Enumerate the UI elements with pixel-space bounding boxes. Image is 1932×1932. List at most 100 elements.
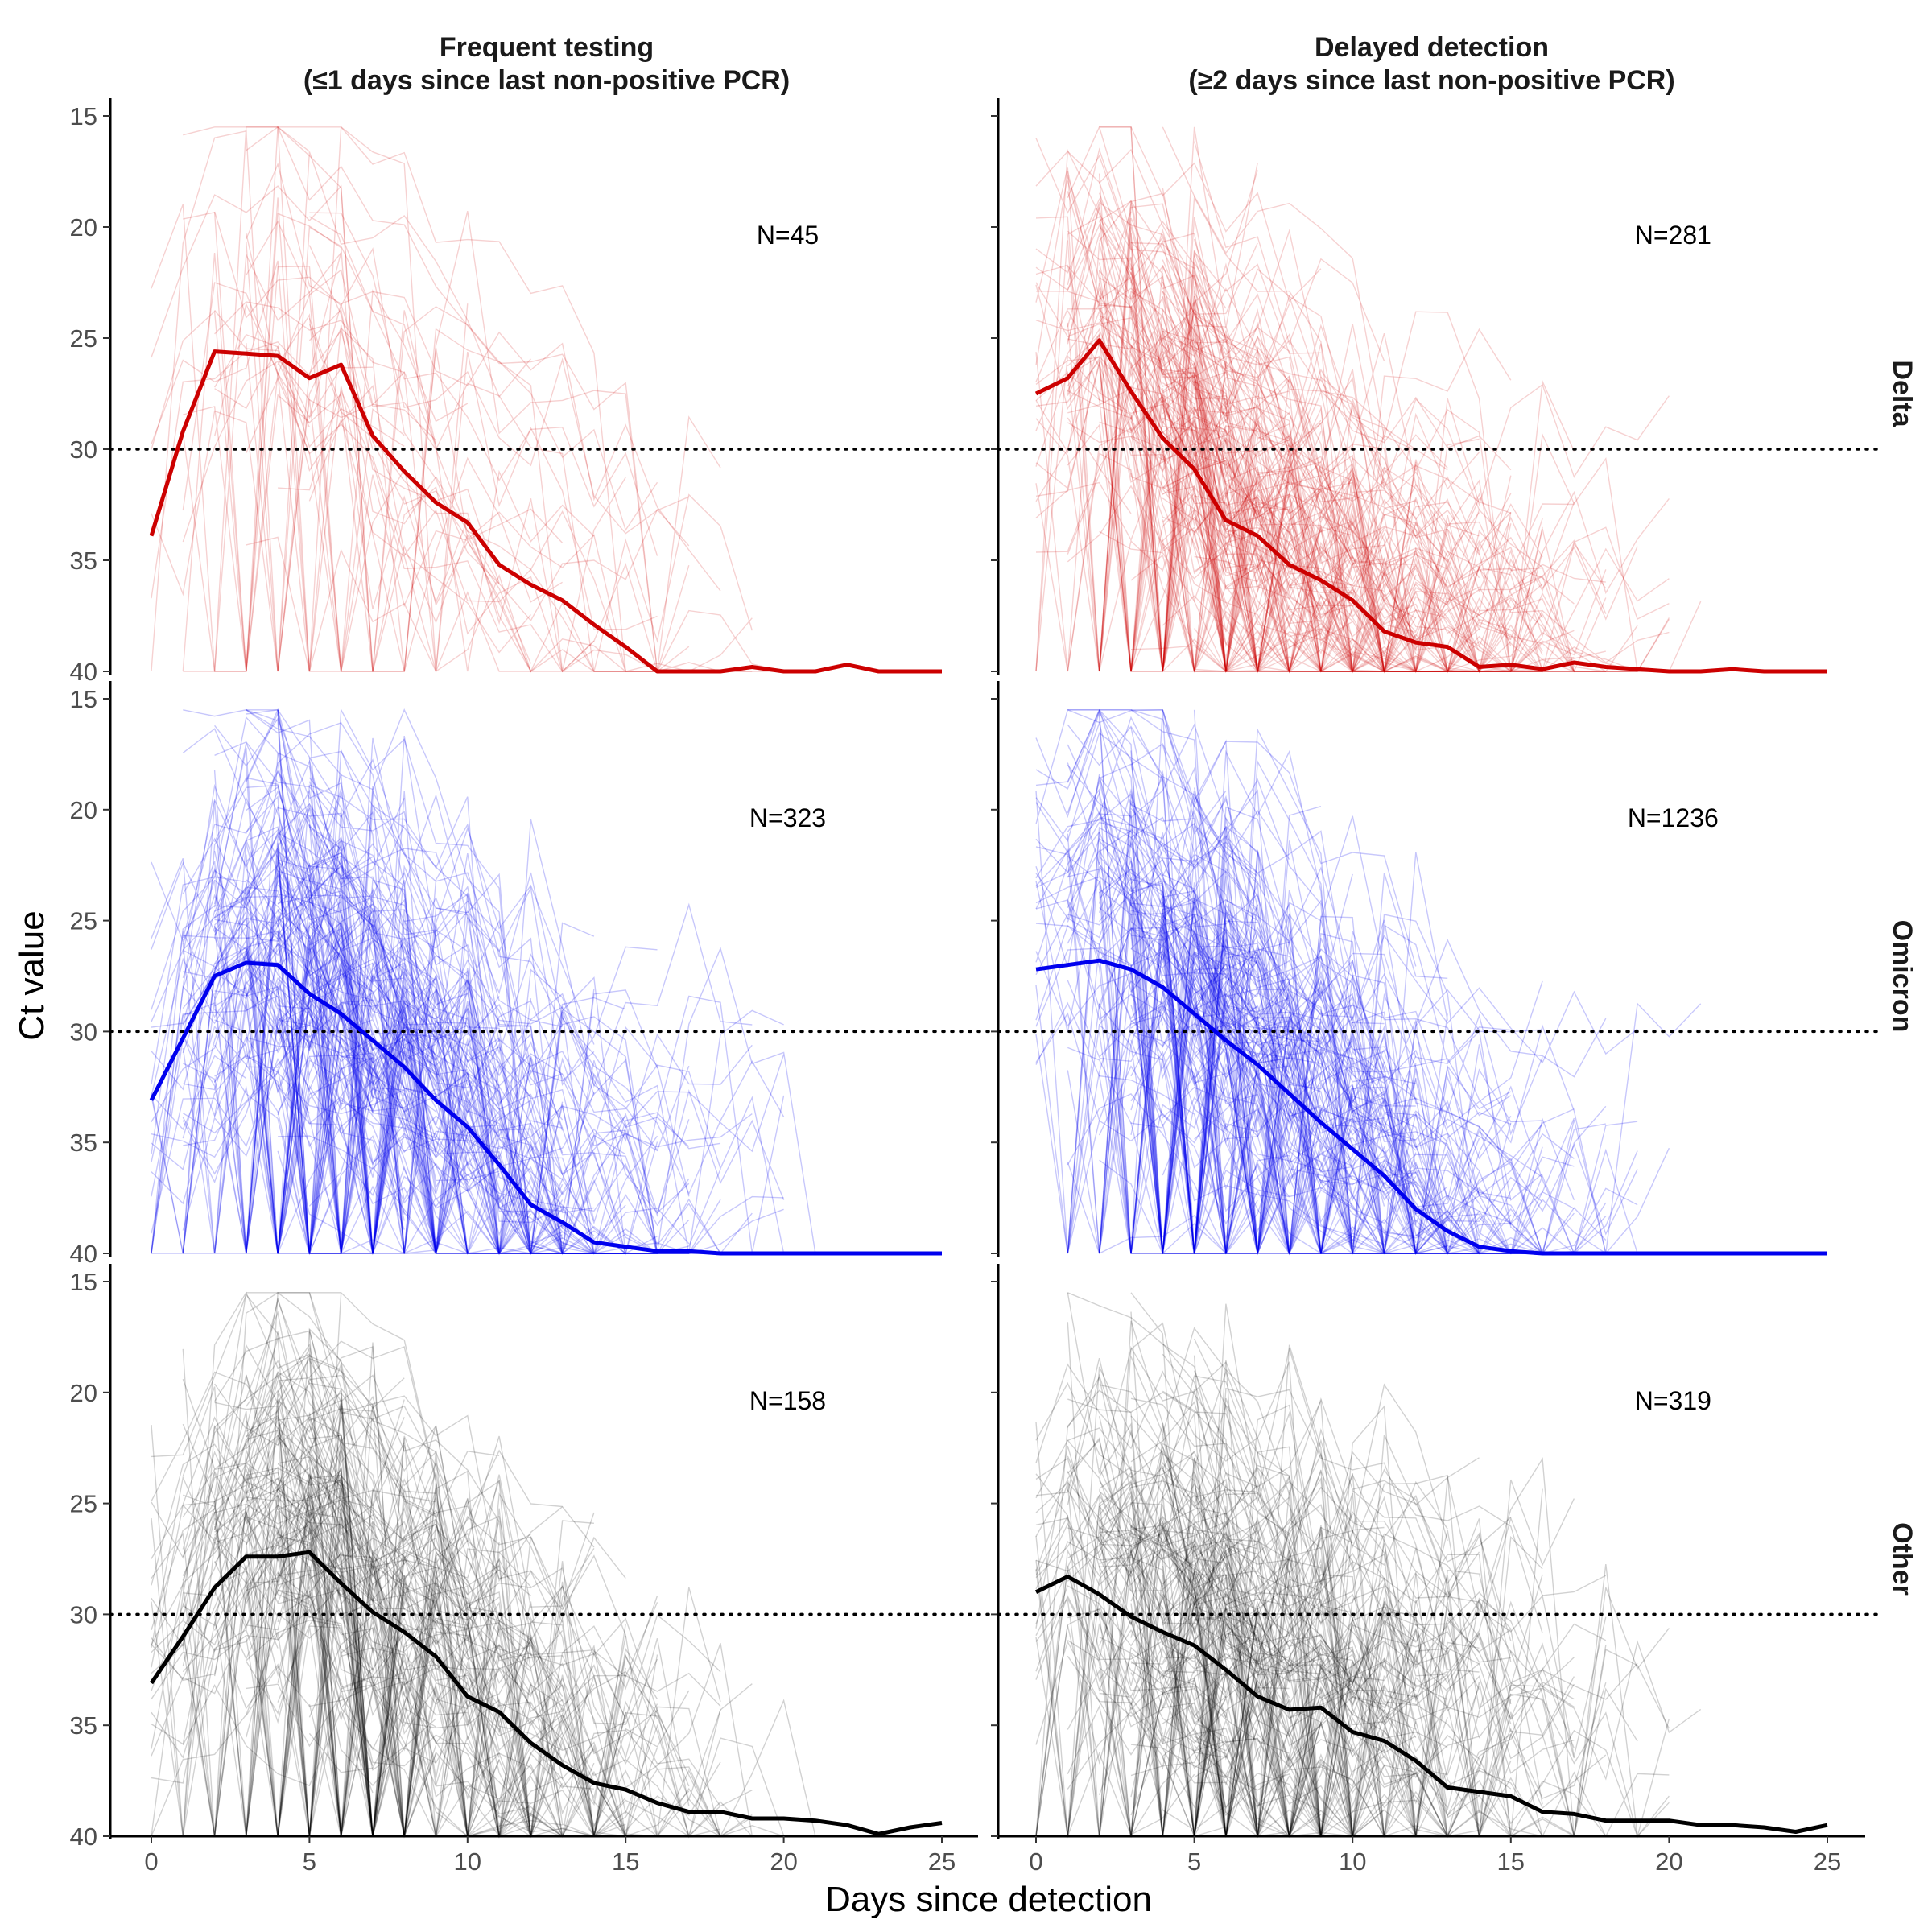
trajectory-line — [1067, 1085, 1543, 1254]
trajectory-line — [1098, 1706, 1290, 1837]
trajectory-line — [1099, 1543, 1195, 1623]
trajectory-line — [1035, 308, 1163, 423]
trajectory-line — [1194, 394, 1543, 672]
trajectory-line — [277, 836, 564, 1121]
trajectory-line — [1035, 848, 1195, 991]
trajectory-line — [277, 832, 785, 1254]
trajectory-line — [1162, 450, 1670, 673]
trajectory-line — [246, 1343, 532, 1837]
trajectory-line — [1130, 899, 1448, 1256]
trajectory-line — [1098, 192, 1258, 315]
trajectory-line — [1130, 709, 1417, 967]
row-strip-label-other: Other — [1887, 1522, 1918, 1596]
trajectory-line — [1035, 271, 1385, 672]
trajectory-line — [1067, 256, 1353, 672]
trajectory-line — [1067, 1704, 1195, 1835]
trajectory-line — [246, 1492, 500, 1837]
trajectory-line — [308, 758, 437, 930]
trajectory-line — [1035, 1366, 1512, 1837]
trajectory-line — [213, 1589, 721, 1837]
trajectory-line — [182, 944, 658, 1254]
trajectory-line — [277, 1558, 753, 1837]
trajectory-line — [1098, 709, 1195, 822]
trajectory-line — [214, 1009, 405, 1254]
trajectory-line — [1130, 948, 1512, 1254]
trajectory-line — [1130, 305, 1575, 672]
trajectory-line — [1035, 1457, 1448, 1837]
trajectory-line — [213, 777, 658, 1254]
trajectory-line — [1162, 945, 1638, 1254]
trajectory-line — [183, 1374, 531, 1694]
mean-trajectory — [149, 349, 942, 674]
trajectory-line — [309, 852, 753, 1148]
panel-grid: 15 20 25 30 35 40 N=45 N=281 15 20 25 30 35 40 N=323 N=… — [70, 98, 1879, 1851]
trajectory-line — [1194, 419, 1322, 523]
trajectory-line — [1067, 147, 1480, 672]
trajectory-line — [1098, 776, 1290, 1254]
trajectory-line — [1130, 947, 1353, 1254]
trajectory-line — [1162, 1606, 1417, 1837]
trajectory-line — [1035, 1597, 1227, 1725]
trajectory-line — [213, 1511, 468, 1837]
trajectory-line — [1162, 912, 1543, 1254]
trajectory-line — [1193, 1552, 1702, 1837]
trajectory-line — [1194, 1484, 1385, 1837]
trajectory-line — [1035, 361, 1480, 672]
trajectory-line — [1193, 1338, 1607, 1684]
trajectory-line — [1067, 868, 1258, 1254]
trajectory-line — [277, 329, 374, 672]
y-tick-label: 30 — [70, 1018, 97, 1046]
sample-size-label: N=281 — [1635, 221, 1711, 250]
trajectory-line — [1067, 778, 1163, 906]
trajectory-line — [246, 977, 342, 1084]
trajectory-line — [277, 805, 564, 1254]
trajectory-line — [1035, 841, 1480, 1195]
trajectory-line — [1035, 732, 1258, 898]
trajectory-line — [1162, 809, 1353, 1254]
trajectory-line — [213, 1511, 626, 1837]
trajectory-line — [1193, 425, 1670, 672]
trajectory-line — [213, 1536, 405, 1837]
trajectory-line — [246, 1364, 374, 1590]
trajectory-line — [1067, 485, 1543, 672]
trajectory-line — [1162, 922, 1385, 1172]
trajectory-line — [1130, 1434, 1511, 1837]
trajectory-line — [1130, 242, 1227, 672]
trajectory-line — [277, 898, 564, 1254]
trajectory-line — [182, 770, 310, 939]
trajectory-line — [1162, 366, 1322, 515]
trajectory-line — [1162, 1571, 1353, 1757]
trajectory-line — [151, 1399, 311, 1668]
trajectory-line — [1193, 1355, 1512, 1837]
trajectory-line — [213, 747, 469, 1254]
trajectory-line — [1162, 1096, 1290, 1198]
trajectory-line — [246, 836, 690, 1229]
trajectory-line — [1193, 550, 1543, 672]
trajectory-line — [277, 126, 626, 672]
trajectory-line — [1130, 750, 1290, 1254]
trajectory-line — [1194, 387, 1290, 561]
trajectory-line — [182, 728, 342, 1019]
trajectory-line — [1099, 148, 1385, 441]
trajectory-line — [1035, 708, 1258, 882]
trajectory-line — [1067, 1373, 1258, 1618]
trajectory-line — [183, 126, 279, 672]
trajectory-line — [277, 1000, 626, 1255]
trajectory-line — [151, 1291, 626, 1837]
trajectory-line — [1067, 1005, 1480, 1255]
trajectory-line — [214, 1019, 658, 1254]
trajectory-line — [308, 849, 564, 1254]
trajectory-line — [1035, 790, 1290, 1013]
trajectory-line — [1193, 460, 1575, 673]
trajectory-line — [214, 345, 531, 654]
trajectory-line — [1035, 858, 1385, 1254]
trajectory-line — [1162, 1565, 1670, 1838]
trajectory-line — [1067, 1391, 1575, 1837]
trajectory-line — [1193, 851, 1702, 1254]
trajectory-line — [1035, 831, 1258, 1254]
trajectory-line — [277, 930, 564, 1254]
y-tick-label: 15 — [70, 1268, 97, 1296]
individual-trajectories — [151, 126, 784, 673]
trajectory-line — [1193, 1003, 1353, 1254]
trajectory-line — [1035, 1427, 1385, 1837]
